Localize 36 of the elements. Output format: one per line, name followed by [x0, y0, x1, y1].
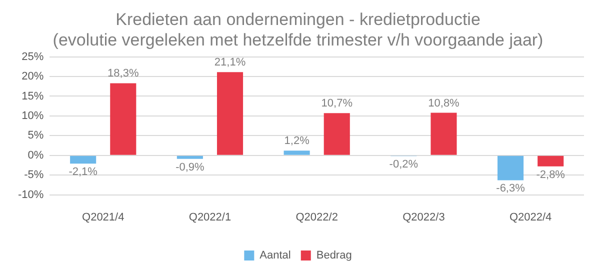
bar — [324, 113, 350, 155]
data-label: 10,7% — [321, 98, 353, 110]
data-label: -0,2% — [389, 158, 418, 171]
y-tick-label: 10% — [22, 110, 44, 122]
data-label: 10,8% — [428, 97, 460, 110]
y-tick-label: 25% — [22, 50, 44, 63]
y-tick-label: 20% — [22, 70, 44, 83]
x-tick-label: Q2022/3 — [402, 211, 445, 224]
bar — [284, 150, 310, 155]
bar — [70, 156, 96, 164]
bar — [498, 156, 524, 180]
x-tick-label: Q2022/2 — [296, 211, 338, 224]
bar — [538, 156, 564, 166]
legend-label: Bedrag — [316, 250, 352, 262]
bar — [430, 112, 457, 155]
chart-subtitle: (evolutie vergeleken met hetzelfde trimester v/h voorgaande jaar) — [52, 30, 544, 50]
data-label: 21,1% — [214, 56, 246, 69]
data-label: -2,8% — [536, 168, 566, 181]
bar — [110, 83, 136, 155]
y-tick-label: -10% — [18, 188, 44, 201]
x-tick-label: Q2021/4 — [82, 211, 124, 224]
legend-label: Aantal — [260, 250, 291, 262]
y-tick-label: 15% — [22, 90, 44, 102]
data-label: -0,9% — [176, 161, 205, 174]
y-tick-label: 5% — [28, 130, 44, 142]
data-label: 1,2% — [284, 135, 310, 148]
y-tick-label: 0% — [28, 149, 44, 162]
x-tick-label: Q2022/1 — [188, 211, 232, 224]
data-label: -2,1% — [68, 166, 98, 178]
x-tick-label: Q2022/4 — [509, 211, 552, 224]
chart-title: Kredieten aan ondernemingen - kredietproductie — [116, 10, 480, 29]
y-tick-label: -5% — [24, 169, 44, 182]
bar — [216, 72, 244, 155]
data-label: 18,3% — [108, 68, 139, 80]
bar — [176, 156, 203, 159]
data-label: -6,3% — [496, 182, 526, 195]
